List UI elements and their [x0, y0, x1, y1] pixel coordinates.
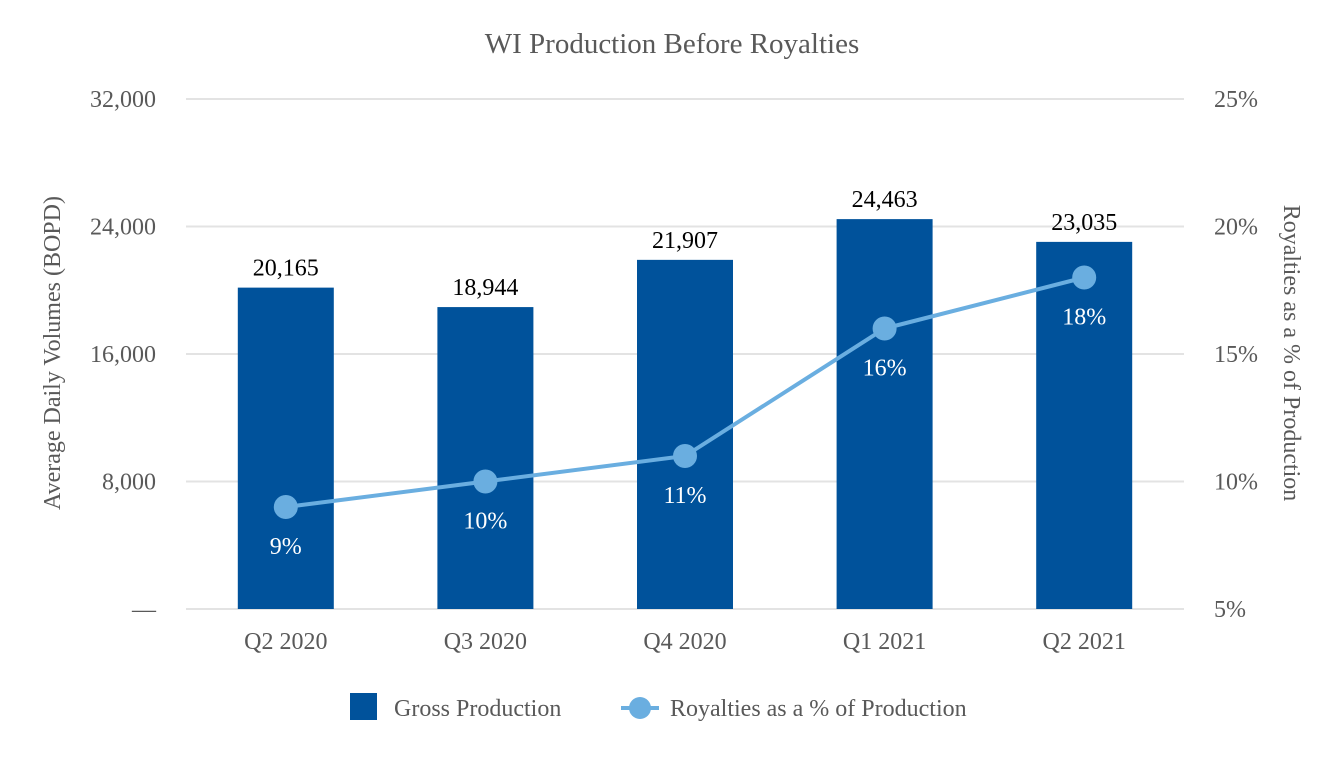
bar	[437, 307, 534, 609]
y-axis-title: Average Daily Volumes (BOPD)	[40, 196, 66, 510]
x-tick-label: Q4 2020	[643, 629, 726, 655]
y2-tick-label: 20%	[1214, 215, 1258, 241]
line-point	[273, 495, 298, 519]
x-tick-label: Q3 2020	[444, 629, 527, 655]
y2-tick-label: 10%	[1214, 470, 1258, 496]
legend-swatch-marker-royalties	[629, 697, 651, 719]
x-tick-label: Q2 2020	[244, 629, 327, 655]
y-tick-label: 24,000	[90, 215, 156, 241]
y2-axis-ticks: 5% 10% 15% 20% 25%	[1214, 87, 1258, 623]
bar-data-label: 20,165	[253, 256, 319, 282]
bar	[836, 219, 933, 609]
bar-data-label: 23,035	[1051, 210, 1117, 236]
x-tick-label: Q2 2021	[1043, 629, 1126, 655]
legend-swatch-gross-production	[350, 693, 377, 720]
bar-data-label: 21,907	[652, 228, 718, 254]
y2-tick-label: 5%	[1214, 597, 1246, 623]
line-data-label: 18%	[1062, 305, 1106, 331]
y-tick-label: 8,000	[102, 470, 156, 496]
y-tick-label: —	[131, 597, 157, 623]
legend: Gross Production Royalties as a % of Pro…	[350, 693, 967, 722]
legend-label-royalties: Royalties as a % of Production	[670, 696, 967, 722]
bar-data-labels: 20,165 18,944 21,907 24,463 23,035	[253, 187, 1117, 301]
line-series	[273, 265, 1097, 519]
y-tick-label: 32,000	[90, 87, 156, 113]
y2-axis-title: Royalties as a % of Production	[1278, 205, 1304, 502]
line-data-labels: 9% 10% 11% 16% 18%	[270, 305, 1106, 561]
line-point	[473, 469, 498, 494]
bar-data-label: 18,944	[452, 275, 518, 301]
line-data-label: 11%	[663, 483, 706, 509]
line-point	[673, 444, 697, 468]
line-data-label: 9%	[270, 534, 302, 560]
line-point	[1072, 265, 1097, 290]
bar	[237, 287, 334, 609]
x-tick-label: Q1 2021	[843, 629, 926, 655]
y-axis-ticks: — 8,000 16,000 24,000 32,000	[90, 87, 157, 623]
y2-tick-label: 25%	[1214, 87, 1258, 113]
line-data-label: 16%	[863, 356, 907, 382]
y-tick-label: 16,000	[90, 342, 156, 368]
x-axis-ticks: Q2 2020 Q3 2020 Q4 2020 Q1 2021 Q2 2021	[244, 629, 1126, 655]
y2-tick-label: 15%	[1214, 342, 1258, 368]
bar-series	[237, 219, 1133, 609]
legend-label-gross-production: Gross Production	[394, 696, 561, 722]
bar-data-label: 24,463	[852, 187, 918, 213]
line-data-label: 10%	[463, 509, 507, 535]
chart-title: WI Production Before Royalties	[485, 28, 860, 60]
line-point	[872, 316, 897, 341]
bar	[1036, 241, 1133, 609]
